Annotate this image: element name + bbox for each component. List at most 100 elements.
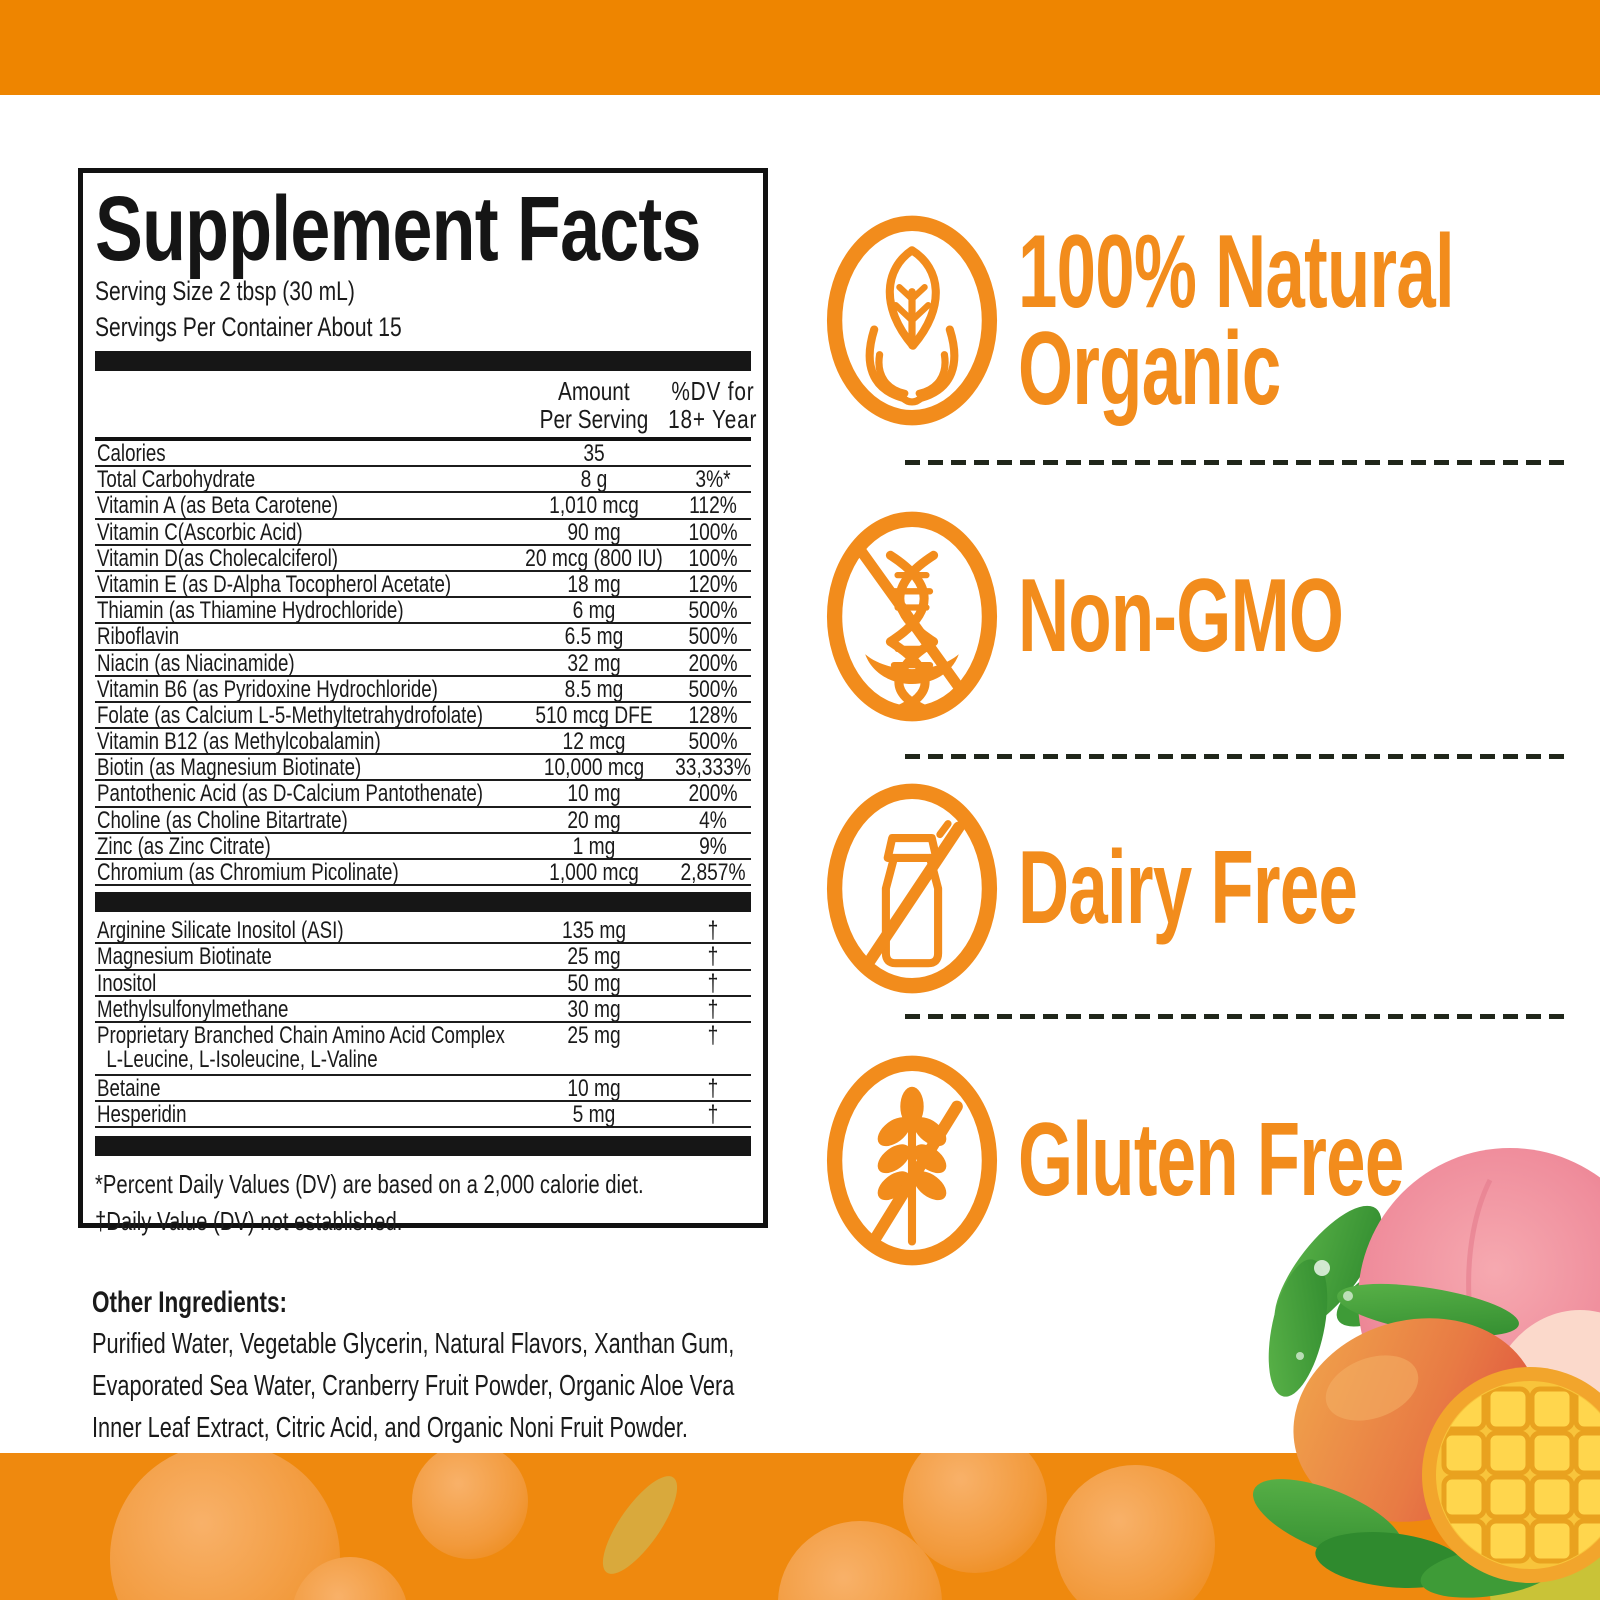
nutrient-name: Magnesium Biotinate bbox=[97, 943, 272, 971]
table-header: Amount Per Serving %DV for 18+ Year bbox=[95, 373, 757, 441]
badge-natural-organic: 100% Natural Organic bbox=[822, 208, 1600, 433]
other-ingredients-section: Other Ingredients: Purified Water, Veget… bbox=[92, 1283, 1032, 1449]
table-row: Betaine 10 mg † bbox=[95, 1074, 751, 1103]
amount-header-line1: Amount bbox=[558, 376, 630, 406]
table-row: Thiamin (as Thiamine Hydrochloride) 6 mg 5… bbox=[95, 598, 751, 625]
nutrient-name-block: Vitamin D(as Cholecalciferol) bbox=[97, 546, 406, 571]
nutrient-dv: 500% bbox=[688, 675, 738, 703]
footnote-dv-text: *Percent Daily Values (DV) are based on … bbox=[95, 1169, 644, 1200]
badge-gluten-free-label: Gluten Free bbox=[1018, 1108, 1404, 1212]
panel-title: Supplement Facts bbox=[95, 183, 751, 275]
nutrient-dv: † bbox=[707, 1021, 719, 1049]
footnote-dv: *Percent Daily Values (DV) are based on … bbox=[95, 1166, 751, 1203]
badge-label-line1: Dairy Free bbox=[1018, 830, 1358, 946]
table-row: Arginine Silicate Inositol (ASI) 135 mg † bbox=[95, 918, 751, 945]
nutrient-dv: † bbox=[707, 1101, 719, 1129]
nutrient-dv: † bbox=[707, 943, 719, 971]
nutrient-name-block: Thiamin (as Thiamine Hydrochloride) bbox=[97, 599, 490, 623]
nutrient-amount: 8.5 mg bbox=[564, 675, 624, 703]
table-row: Pantothenic Acid (as D-Calcium Pantothen… bbox=[95, 780, 751, 808]
nutrient-name-block: Betaine bbox=[97, 1074, 178, 1102]
nutrient-amount: 18 mg bbox=[567, 570, 621, 598]
servings-per-container: Servings Per Container About 15 bbox=[95, 311, 751, 343]
badge-non-gmo: Non-GMO bbox=[822, 504, 1496, 729]
divider-bar-top bbox=[95, 351, 751, 371]
serving-size-text: Serving Size 2 tbsp (30 mL) bbox=[95, 276, 355, 306]
nutrient-dv: 33,333% bbox=[675, 754, 751, 782]
table-row: Inositol 50 mg † bbox=[95, 971, 751, 997]
nutrient-dv: 100% bbox=[688, 518, 738, 546]
nutrient-amount: 25 mg bbox=[567, 1021, 621, 1049]
nutrient-dv: 112% bbox=[689, 492, 737, 520]
table-row: Vitamin B6 (as Pyridoxine Hydrochloride)… bbox=[95, 677, 751, 703]
nutrient-amount: 10 mg bbox=[567, 1074, 621, 1102]
nutrient-name-block: Vitamin A (as Beta Carotene) bbox=[97, 494, 406, 518]
table-row: Total Carbohydrate 8 g 3%* bbox=[95, 467, 751, 494]
nutrient-name-block: Chromium (as Chromium Picolinate) bbox=[97, 861, 484, 885]
nutrient-table-secondary: Arginine Silicate Inositol (ASI) 135 mg † M… bbox=[95, 918, 751, 1129]
nutrient-name-block: Arginine Silicate Inositol (ASI) bbox=[97, 919, 413, 943]
nutrient-name: Vitamin C(Ascorbic Acid) bbox=[97, 518, 303, 546]
table-row: Vitamin E (as D-Alpha Tocopherol Acetate… bbox=[95, 570, 751, 599]
nutrient-amount: 12 mcg bbox=[562, 728, 626, 756]
table-row: Hesperidin 5 mg † bbox=[95, 1101, 751, 1129]
nutrient-dv: 2,857% bbox=[680, 859, 746, 886]
supplement-facts-panel: Supplement Facts Serving Size 2 tbsp (30… bbox=[78, 168, 768, 1236]
nutrient-dv: 3%* bbox=[695, 466, 731, 494]
other-ingredients-heading: Other Ingredients: bbox=[92, 1283, 1032, 1323]
nutrient-name: Total Carbohydrate bbox=[97, 466, 256, 494]
nutrient-dv: 120% bbox=[688, 570, 738, 598]
nutrient-dv: † bbox=[707, 995, 719, 1023]
table-row: Riboflavin 6.5 mg 500% bbox=[95, 624, 751, 651]
table-row: Choline (as Choline Bitartrate) 20 mg 4% bbox=[95, 808, 751, 834]
nutrient-name-block: Total Carbohydrate bbox=[97, 468, 300, 492]
amount-header-line2: Per Serving bbox=[539, 404, 649, 434]
natural-organic-icon bbox=[826, 215, 998, 426]
nutrient-amount: 5 mg bbox=[572, 1101, 616, 1129]
servings-per-container-text: Servings Per Container About 15 bbox=[95, 312, 402, 342]
nutrient-dv: 100% bbox=[688, 544, 738, 572]
nutrient-name-block: Magnesium Biotinate bbox=[97, 945, 321, 969]
nutrient-dv: 500% bbox=[688, 728, 738, 756]
nutrient-amount: 1 mg bbox=[572, 832, 616, 860]
nutrient-amount: 90 mg bbox=[567, 518, 621, 546]
nutrient-amount: 25 mg bbox=[567, 943, 621, 971]
badge-natural-organic-label: 100% Natural Organic bbox=[1018, 220, 1455, 421]
nutrient-name-block: Inositol bbox=[97, 969, 173, 997]
top-banner bbox=[0, 0, 1600, 95]
nutrient-name-block: Proprietary Branched Chain Amino Acid Co… bbox=[97, 1023, 620, 1072]
table-row: Vitamin D(as Cholecalciferol) 20 mcg (800… bbox=[95, 546, 751, 572]
other-ingredients-text: Purified Water, Vegetable Glycerin, Natu… bbox=[92, 1323, 1032, 1449]
nutrient-name: Inositol bbox=[97, 969, 157, 997]
table-row: Vitamin B12 (as Methylcobalamin) 12 mcg 50… bbox=[95, 728, 751, 756]
nutrient-name-block: Calories bbox=[97, 442, 185, 466]
nutrient-name: Betaine bbox=[97, 1074, 161, 1102]
nutrient-name-block: Niacin (as Niacinamide) bbox=[97, 651, 350, 676]
table-row: Folate (as Calcium L-5-Methyltetrahydrof… bbox=[95, 701, 751, 730]
divider-bar-bottom bbox=[95, 1136, 751, 1157]
nutrient-name-block: Vitamin C(Ascorbic Acid) bbox=[97, 518, 361, 546]
nutrient-name: Vitamin A (as Beta Carotene) bbox=[97, 492, 339, 520]
nutrient-dv: 200% bbox=[688, 780, 738, 808]
nutrient-name-block: Folate (as Calcium L-5-Methyltetrahydrof… bbox=[97, 701, 592, 729]
nutrient-name: Folate (as Calcium L-5-Methyltetrahydrof… bbox=[97, 701, 483, 729]
nutrient-dv: 9% bbox=[699, 832, 727, 860]
dv-header-line1: %DV for bbox=[671, 376, 755, 406]
nutrient-name: Vitamin B6 (as Pyridoxine Hydrochloride) bbox=[97, 675, 438, 703]
nutrient-name: Thiamin (as Thiamine Hydrochloride) bbox=[97, 597, 404, 625]
nutrient-amount: 30 mg bbox=[567, 995, 621, 1023]
other-ingredients-line: Evaporated Sea Water, Cranberry Fruit Po… bbox=[92, 1365, 1032, 1407]
other-ingredients-line-text: Evaporated Sea Water, Cranberry Fruit Po… bbox=[92, 1370, 735, 1402]
other-ingredients-line: Purified Water, Vegetable Glycerin, Natu… bbox=[92, 1323, 1032, 1365]
nutrient-table-main: Calories 35 Total Carbohydrate 8 g 3%* Vitami… bbox=[95, 440, 751, 887]
table-row: Niacin (as Niacinamide) 32 mg 200% bbox=[95, 651, 751, 677]
divider-bar-middle bbox=[95, 892, 751, 913]
footnotes: *Percent Daily Values (DV) are based on … bbox=[95, 1156, 751, 1240]
nutrient-name: Vitamin B12 (as Methylcobalamin) bbox=[97, 728, 381, 756]
table-row: Chromium (as Chromium Picolinate) 1,000 m… bbox=[95, 860, 751, 887]
nutrient-amount: 10 mg bbox=[567, 780, 621, 808]
nutrient-name: Biotin (as Magnesium Biotinate) bbox=[97, 754, 362, 782]
nutrient-name: Arginine Silicate Inositol (ASI) bbox=[97, 917, 344, 945]
nutrient-amount: 35 bbox=[583, 440, 605, 467]
